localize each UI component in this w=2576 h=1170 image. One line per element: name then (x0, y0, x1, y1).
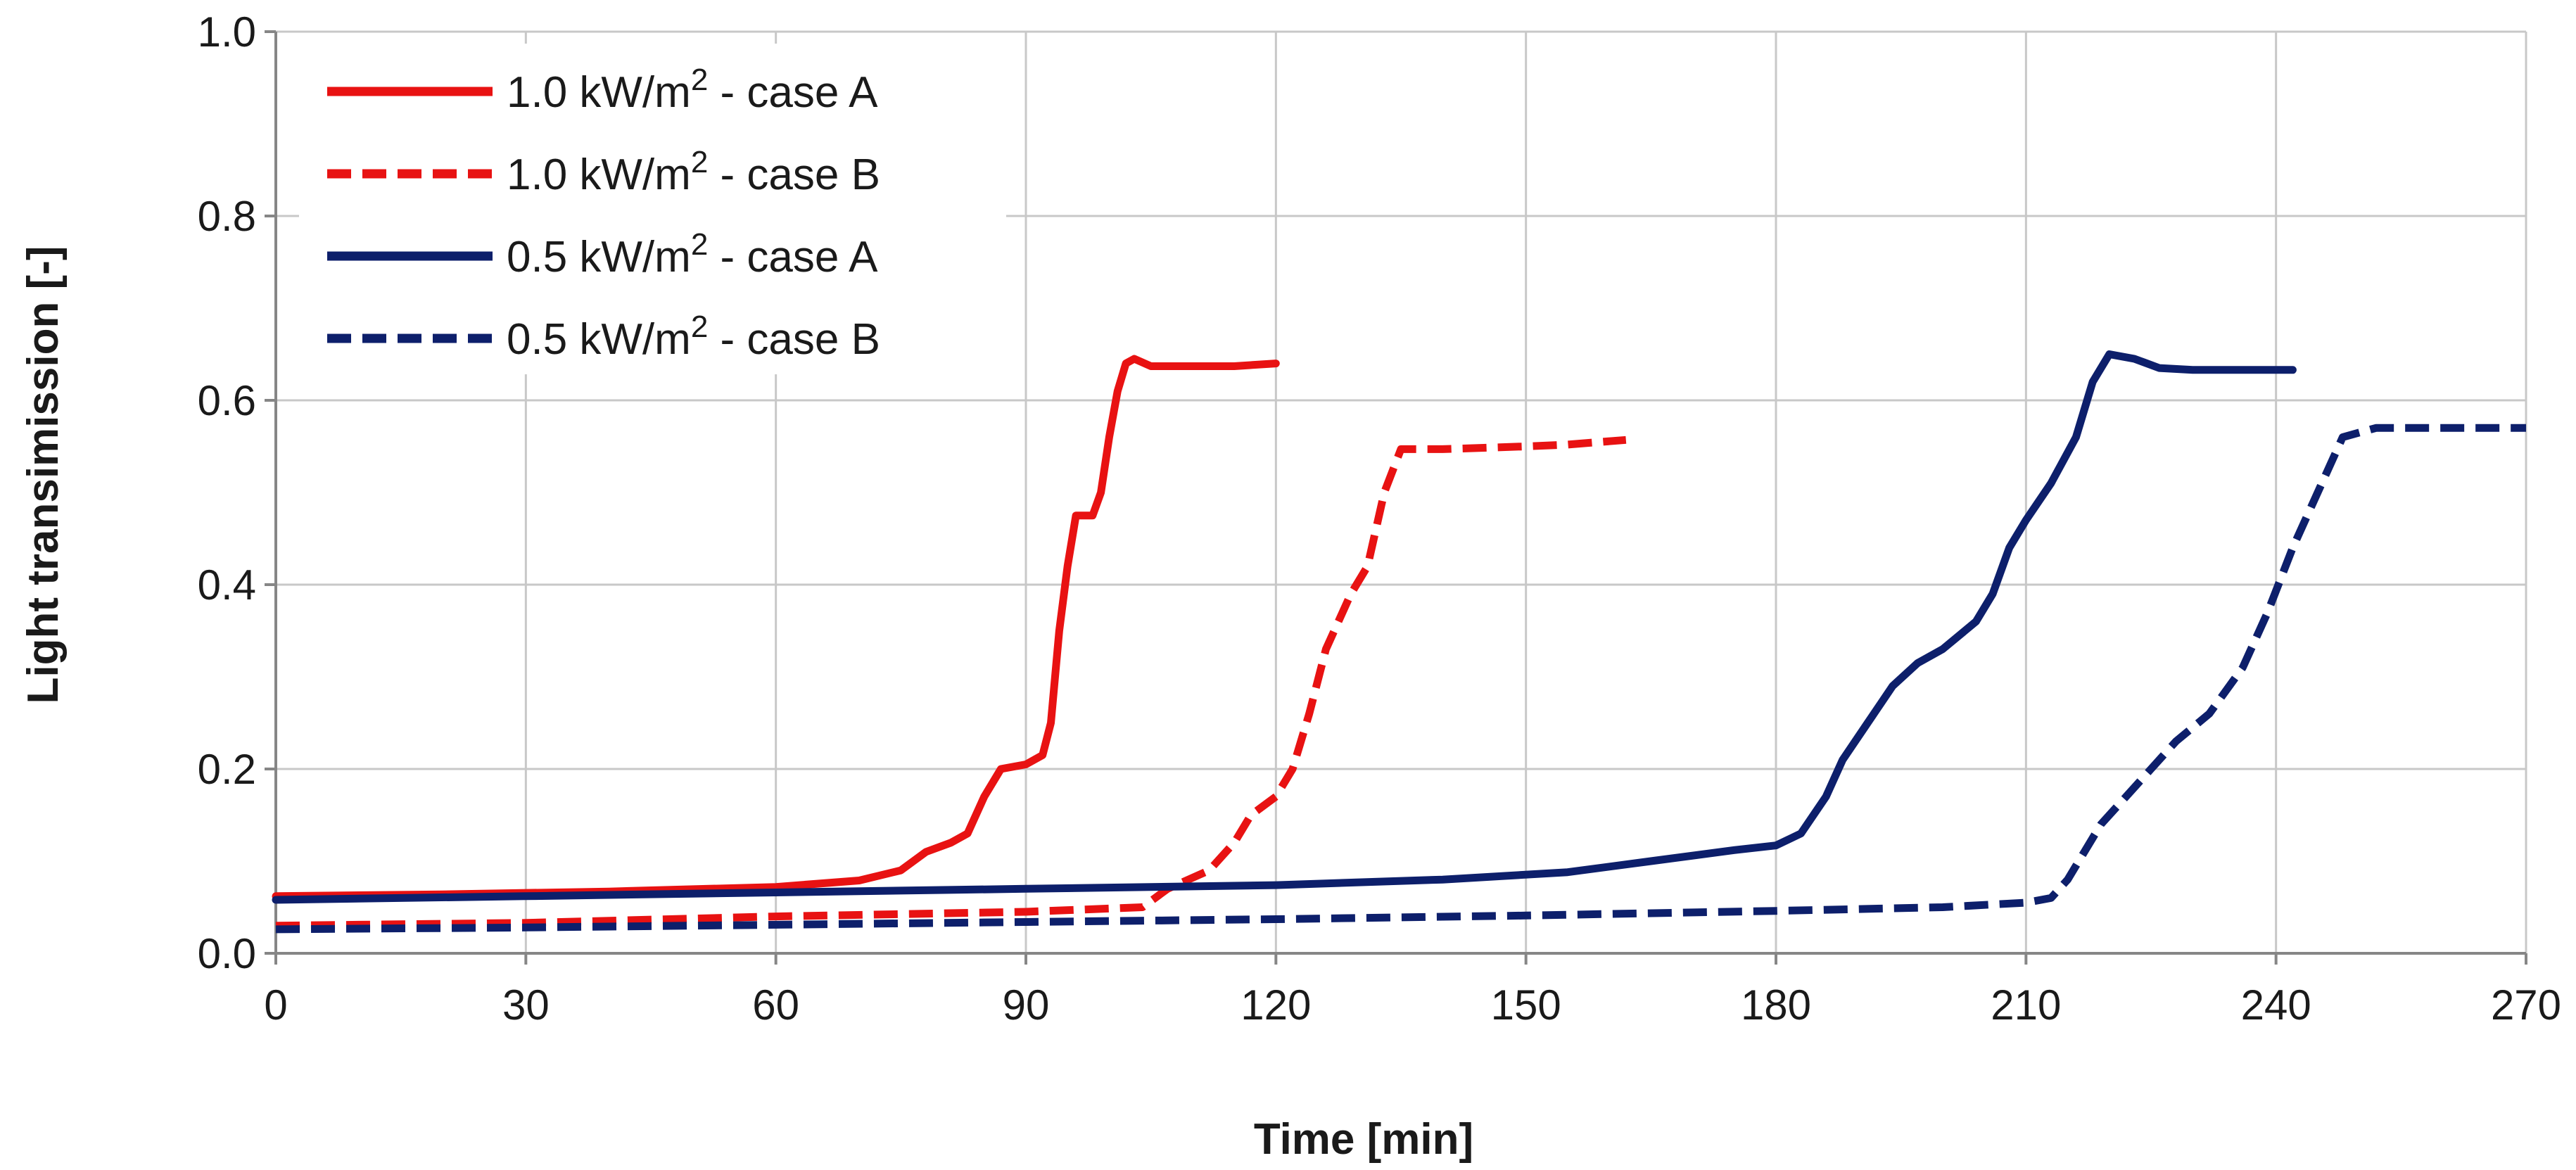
axes (274, 32, 2526, 955)
x-tick-label: 180 (1741, 981, 1811, 1029)
legend-label-3: 0.5 kW/m2 - case A (507, 227, 878, 281)
x-tick-label: 150 (1491, 981, 1561, 1029)
y-tick-label: 0.4 (198, 561, 256, 609)
x-tick-label: 120 (1241, 981, 1311, 1029)
y-tick-label: 0.0 (198, 930, 256, 977)
y-tick-label: 0.2 (198, 746, 256, 793)
series-line-4 (275, 424, 2526, 934)
x-axis-title: Time [min] (1254, 1115, 1473, 1164)
series-line-1 (272, 355, 1280, 901)
series-line-2 (275, 435, 1627, 930)
series-lines (272, 350, 2526, 934)
legend-box (299, 44, 1006, 374)
y-axis-ticks: 0.0 0.2 0.4 0.6 0.8 1.0 (198, 8, 276, 977)
y-axis-title: Light transimission [-] (19, 246, 68, 704)
legend: 1.0 kW/m2 - case A 1.0 kW/m2 - case B 0.5 … (299, 44, 1006, 374)
x-tick-label: 60 (752, 981, 799, 1029)
y-tick-label: 1.0 (198, 8, 256, 56)
x-tick-label: 30 (502, 981, 550, 1029)
legend-label-2: 1.0 kW/m2 - case B (507, 145, 880, 199)
x-tick-label: 270 (2491, 981, 2561, 1029)
x-axis-ticks: 0 30 60 90 120 150 180 210 240 270 (264, 953, 2561, 1029)
series-line-3 (272, 350, 2297, 904)
legend-label-1: 1.0 kW/m2 - case A (507, 63, 878, 117)
x-tick-label: 90 (1003, 981, 1050, 1029)
y-tick-label: 0.6 (198, 377, 256, 424)
x-tick-label: 210 (1991, 981, 2061, 1029)
y-tick-label: 0.8 (198, 193, 256, 240)
x-tick-label: 0 (264, 981, 287, 1029)
legend-label-4: 0.5 kW/m2 - case B (507, 310, 880, 364)
x-tick-label: 240 (2241, 981, 2311, 1029)
